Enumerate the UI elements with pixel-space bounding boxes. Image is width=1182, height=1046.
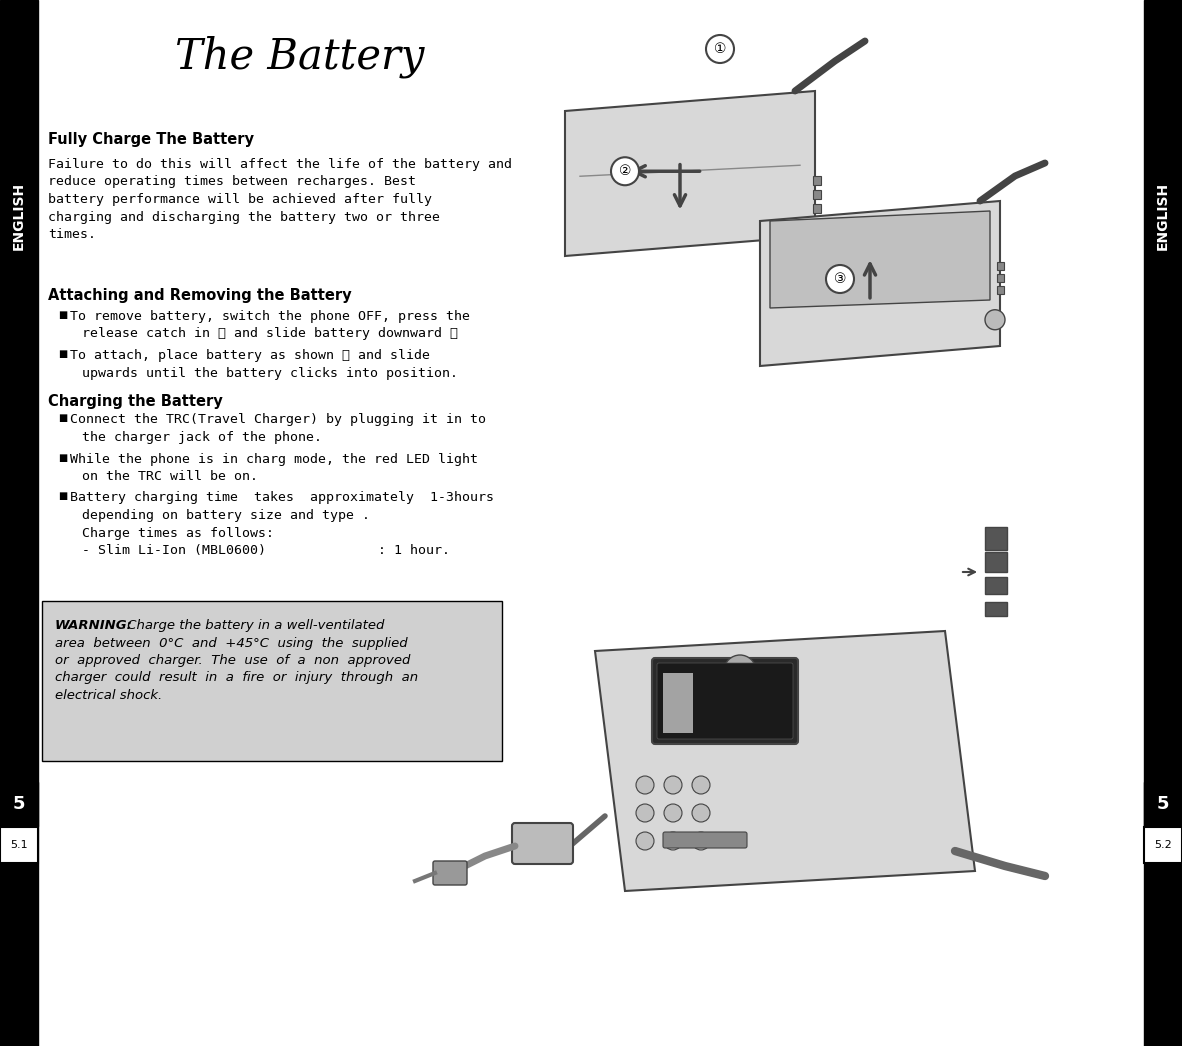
Circle shape [691,832,710,850]
Circle shape [985,310,1005,329]
Text: WARNING:: WARNING: [56,619,132,632]
Text: times.: times. [48,228,96,241]
Text: or  approved  charger.  The  use  of  a  non  approved: or approved charger. The use of a non ap… [56,654,410,667]
FancyBboxPatch shape [663,832,747,848]
Bar [813,204,821,212]
Text: 5: 5 [1157,795,1169,813]
Text: Attaching and Removing the Battery: Attaching and Removing the Battery [48,288,351,303]
Bar [996,286,1004,294]
Bar [1144,827,1182,863]
Text: Battery charging time  takes  approximately  1-3hours: Battery charging time takes approximatel… [70,492,494,504]
Text: battery performance will be achieved after fully: battery performance will be achieved aft… [48,194,431,206]
Text: ①: ① [714,42,726,56]
Polygon shape [595,631,975,891]
Circle shape [636,776,654,794]
Text: charger  could  result  in  a  fire  or  injury  through  an: charger could result in a fire or injury… [56,672,418,684]
Circle shape [691,776,710,794]
Text: upwards until the battery clicks into position.: upwards until the battery clicks into po… [82,366,457,380]
FancyBboxPatch shape [512,823,573,864]
Circle shape [664,804,682,822]
Polygon shape [769,211,991,308]
Text: Charging the Battery: Charging the Battery [48,394,222,409]
Text: electrical shock.: electrical shock. [56,689,162,702]
Circle shape [664,832,682,850]
Bar [813,176,821,184]
Circle shape [611,157,639,185]
Bar [0,0,38,1046]
Text: To attach, place battery as shown ③ and slide: To attach, place battery as shown ③ and … [70,349,430,362]
Text: ■: ■ [58,453,67,462]
Text: ■: ■ [58,349,67,359]
Polygon shape [760,201,1000,366]
Circle shape [691,804,710,822]
Text: Charge times as follows:: Charge times as follows: [82,526,274,540]
Bar [1144,0,1182,1046]
Bar [0,827,38,863]
Text: the charger jack of the phone.: the charger jack of the phone. [82,431,322,444]
Text: 5: 5 [13,795,25,813]
Bar [985,527,1007,550]
Bar [0,782,38,826]
Text: 5.1: 5.1 [11,840,28,850]
FancyBboxPatch shape [657,663,793,740]
Circle shape [706,35,734,63]
Text: charging and discharging the battery two or three: charging and discharging the battery two… [48,210,440,224]
Text: reduce operating times between recharges. Best: reduce operating times between recharges… [48,176,416,188]
FancyBboxPatch shape [433,861,467,885]
Text: ENGLISH: ENGLISH [12,182,26,250]
Bar [43,601,502,761]
Circle shape [636,832,654,850]
Text: ■: ■ [58,492,67,501]
Text: release catch in ① and slide battery downward ②: release catch in ① and slide battery dow… [82,327,457,341]
Text: ③: ③ [833,272,846,286]
Text: area  between  0°C  and  +45°C  using  the  supplied: area between 0°C and +45°C using the sup… [56,637,408,650]
Text: Charge the battery in a well-ventilated: Charge the battery in a well-ventilated [123,619,384,632]
Text: 5.2: 5.2 [1154,840,1171,850]
Text: Failure to do this will affect the life of the battery and: Failure to do this will affect the life … [48,158,512,170]
Circle shape [636,804,654,822]
Bar [996,273,1004,281]
Circle shape [826,265,855,293]
Text: - Slim Li-Ion (MBL0600)              : 1 hour.: - Slim Li-Ion (MBL0600) : 1 hour. [82,544,450,558]
Text: ■: ■ [58,413,67,424]
Polygon shape [565,91,816,256]
Text: ■: ■ [58,310,67,320]
Text: To remove battery, switch the phone OFF, press the: To remove battery, switch the phone OFF,… [70,310,470,323]
Bar [663,673,693,733]
Bar [985,552,1007,572]
Circle shape [664,776,682,794]
Text: Connect the TRC(Travel Charger) by plugging it in to: Connect the TRC(Travel Charger) by plugg… [70,413,486,427]
Text: The Battery: The Battery [175,36,424,78]
Text: depending on battery size and type .: depending on battery size and type . [82,509,370,522]
Bar [985,602,1007,616]
Bar [985,577,1007,594]
Bar [996,262,1004,270]
Text: ENGLISH: ENGLISH [1156,182,1170,250]
Circle shape [725,655,756,687]
FancyBboxPatch shape [652,658,798,744]
Text: on the TRC will be on.: on the TRC will be on. [82,470,258,483]
Bar [1144,782,1182,826]
Text: While the phone is in charg mode, the red LED light: While the phone is in charg mode, the re… [70,453,478,465]
Text: Fully Charge The Battery: Fully Charge The Battery [48,132,254,147]
Bar [813,189,821,199]
Text: ②: ② [618,164,631,178]
